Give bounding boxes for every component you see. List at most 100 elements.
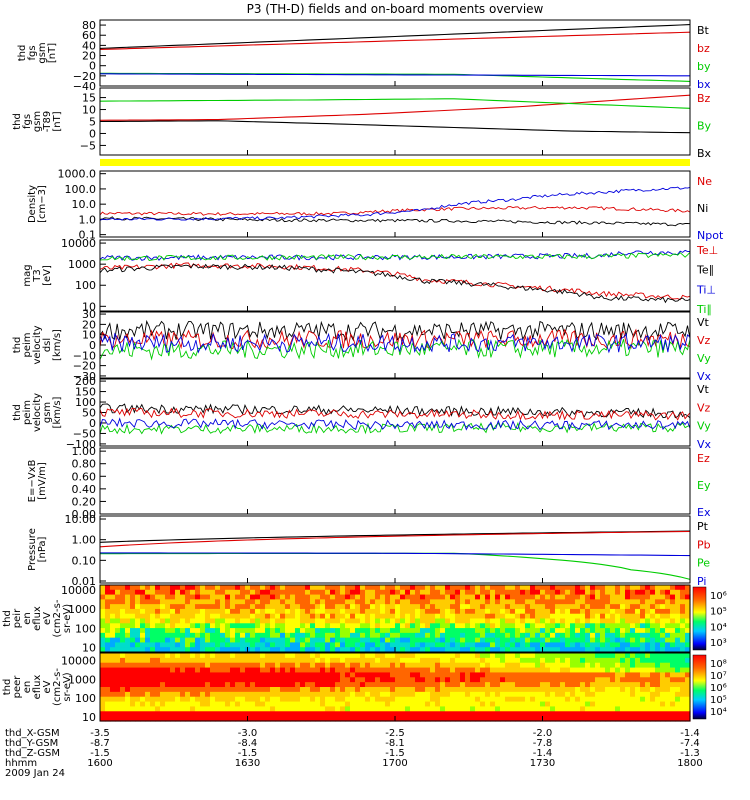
spectrogram-cell (660, 613, 666, 620)
spectrogram-cell (680, 653, 686, 659)
spectrogram-cell (195, 618, 201, 624)
spectrogram-cell (465, 696, 471, 703)
spectrogram-cell (570, 701, 576, 708)
spectrogram-cell (355, 637, 361, 644)
spectrogram-cell (320, 701, 326, 708)
spectrogram-cell (270, 637, 276, 644)
spectrogram-cell (275, 589, 281, 596)
spectrogram-cell (595, 604, 601, 610)
spectrogram-cell (315, 687, 321, 693)
spectrogram-cell (240, 682, 246, 688)
spectrogram-cell (135, 653, 141, 659)
spectrogram-cell (340, 608, 346, 615)
spectrogram-cell (170, 594, 176, 600)
spectrogram-cell (480, 647, 486, 653)
spectrogram-cell (675, 628, 681, 634)
spectrogram-cell (155, 711, 161, 717)
spectrogram-cell (105, 682, 111, 688)
spectrogram-cell (395, 657, 401, 664)
spectrogram-cell (390, 677, 396, 683)
y-tick-label: 1.00 (72, 534, 97, 547)
spectrogram-cell (505, 662, 511, 669)
spectrogram-cell (405, 677, 411, 683)
spectrogram-cell (455, 604, 461, 610)
spectrogram-cell (350, 716, 356, 722)
spectrogram-cell (485, 642, 491, 648)
spectrogram-cell (415, 623, 421, 629)
spectrogram-cell (495, 623, 501, 629)
spectrogram-cell (400, 672, 406, 678)
spectrogram-cell (260, 696, 266, 703)
spectrogram-cell (360, 696, 366, 703)
spectrogram-cell (575, 604, 581, 610)
spectrogram-cell (635, 628, 641, 634)
spectrogram-cell (295, 662, 301, 669)
spectrogram-cell (610, 696, 616, 703)
spectrogram-cell (500, 701, 506, 708)
spectrogram-cell (145, 647, 151, 653)
spectrogram-cell (560, 585, 566, 591)
spectrogram-cell (570, 706, 576, 712)
spectrogram-cell (500, 613, 506, 620)
spectrogram-cell (260, 642, 266, 648)
spectrogram-cell (350, 682, 356, 688)
spectrogram-cell (375, 682, 381, 688)
spectrogram-cell (150, 594, 156, 600)
spectrogram-cell (445, 657, 451, 664)
y-tick-label: 80 (82, 19, 96, 32)
spectrogram-cell (635, 711, 641, 717)
spectrogram-cell (150, 623, 156, 629)
spectrogram-cell (490, 589, 496, 596)
spectrogram-cell (500, 672, 506, 678)
spectrogram-cell (380, 706, 386, 712)
spectrogram-cell (395, 716, 401, 722)
spectrogram-cell (560, 677, 566, 683)
y-axis-label: thdpeirenefluxeV(cm2-s-sr-eV) (2, 599, 73, 637)
spectrogram-cell (445, 677, 451, 683)
spectrogram-cell (170, 662, 176, 669)
spectrogram-cell (570, 687, 576, 693)
spectrogram-cell (660, 662, 666, 669)
spectrogram-cell (240, 701, 246, 708)
spectrogram-cell (415, 585, 421, 591)
spectrogram-cell (540, 691, 546, 698)
spectrogram-cell (135, 647, 141, 653)
spectrogram-cell (625, 637, 631, 644)
spectrogram-cell (170, 716, 176, 722)
spectrogram-cell (615, 608, 621, 615)
spectrogram-cell (140, 701, 146, 708)
spectrogram-cell (225, 585, 231, 591)
spectrogram-cell (550, 653, 556, 659)
spectrogram-cell (410, 608, 416, 615)
series-line-by (100, 72, 691, 82)
spectrogram-cell (520, 711, 526, 717)
spectrogram-cell (120, 682, 126, 688)
spectrogram-cell (515, 657, 521, 664)
spectrogram-cell (430, 618, 436, 624)
spectrogram-cell (395, 594, 401, 600)
spectrogram-cell (660, 647, 666, 653)
spectrogram-cell (630, 682, 636, 688)
spectrogram-cell (440, 687, 446, 693)
spectrogram-cell (630, 657, 636, 664)
spectrogram-cell (365, 657, 371, 664)
spectrogram-cell (590, 667, 596, 674)
spectrogram-cell (160, 608, 166, 615)
spectrogram-cell (295, 623, 301, 629)
spectrogram-cell (430, 628, 436, 634)
spectrogram-cell (240, 677, 246, 683)
spectrogram-cell (625, 632, 631, 639)
spectrogram-cell (655, 647, 661, 653)
spectrogram-cell (210, 604, 216, 610)
spectrogram-cell (495, 589, 501, 596)
spectrogram-cell (110, 599, 116, 605)
spectrogram-cell (400, 701, 406, 708)
spectrogram-cell (400, 599, 406, 605)
legend-entry-Pb: Pb (697, 538, 711, 551)
series-Pi (100, 552, 691, 557)
spectrogram-cell (240, 716, 246, 722)
spectrogram-cell (685, 618, 691, 624)
spectrogram-cell (590, 657, 596, 664)
spectrogram-cell (425, 589, 431, 596)
spectrogram-cell (625, 701, 631, 708)
